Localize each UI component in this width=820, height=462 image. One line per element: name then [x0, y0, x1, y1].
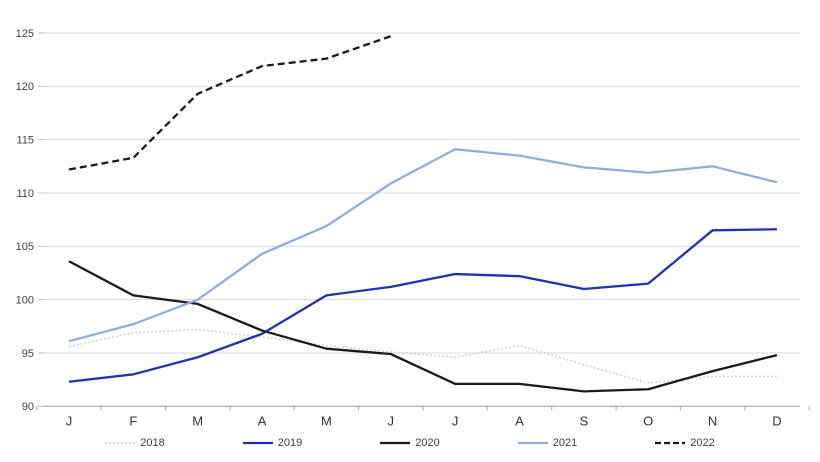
legend-label-2018: 2018 [140, 436, 165, 449]
legend-item-2022: 2022 [655, 436, 715, 449]
legend-label-2022: 2022 [690, 436, 715, 449]
x-axis-label-1: F [129, 413, 137, 428]
series-line-2021 [68, 148, 778, 343]
x-axis-label-5: J [388, 413, 395, 428]
x-axis-label-8: S [580, 413, 589, 428]
series-line-2018 [68, 328, 777, 384]
legend-item-2020: 2020 [380, 436, 440, 449]
x-axis-label-4: M [321, 413, 332, 428]
legend-swatch-2018 [105, 442, 136, 444]
legend-swatch-2019 [242, 441, 273, 445]
x-axis-label-10: N [708, 413, 717, 428]
series-line-2022 [68, 35, 392, 171]
x-axis-label-3: A [258, 413, 267, 428]
legend-label-2019: 2019 [277, 436, 303, 449]
legend-swatch-2022 [655, 441, 686, 445]
y-axis-label-90: 90 [22, 401, 34, 413]
y-axis-label-120: 120 [16, 81, 34, 93]
legend-swatch-2020 [380, 441, 411, 445]
y-axis-label-105: 105 [16, 241, 34, 253]
line-chart: 90 95 100 105 110 115 120 125 J F M A M J J A S O N D [16, 28, 810, 428]
x-axis-label-2: M [192, 413, 203, 428]
x-axis-label-6: J [452, 413, 459, 428]
chart-legend: 2018 2019 2020 2021 2022 [0, 430, 820, 456]
legend-item-2019: 2019 [242, 436, 303, 449]
x-axis-label-7: A [515, 413, 524, 428]
legend-item-2018: 2018 [105, 436, 165, 449]
legend-label-2020: 2020 [415, 436, 440, 449]
legend-label-2021: 2021 [552, 436, 578, 449]
legend-item-2021: 2021 [517, 436, 578, 449]
y-axis-label-100: 100 [16, 294, 34, 306]
series-line-2019 [68, 228, 777, 383]
y-axis-label-115: 115 [16, 134, 34, 146]
x-axis-label-9: O [643, 413, 653, 428]
series-line-2020 [68, 260, 778, 393]
y-axis-label-125: 125 [16, 28, 34, 40]
y-axis-label-110: 110 [16, 188, 34, 200]
x-axis-label-11: D [772, 413, 781, 428]
x-axis-label-0: J [66, 413, 73, 428]
y-axis-label-95: 95 [22, 348, 34, 360]
legend-swatch-2021 [517, 441, 548, 445]
